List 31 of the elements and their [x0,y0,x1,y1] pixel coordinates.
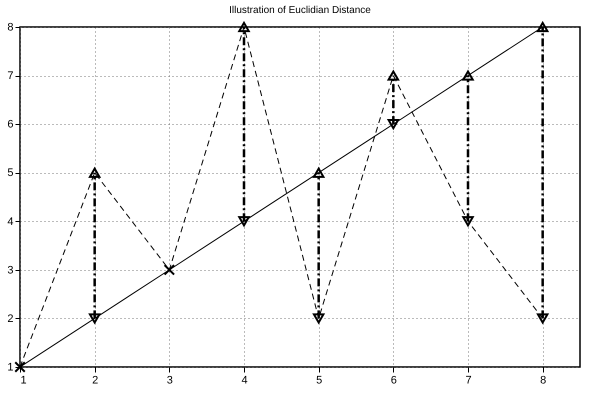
point [14,361,26,373]
x-tick-label: 6 [390,374,397,386]
point [238,22,250,32]
point [164,264,176,276]
y-tick-label: 1 [7,362,14,374]
y-tick-label: 8 [7,22,14,34]
y-tick-label: 6 [7,118,14,131]
x-tick-label: 1 [20,374,27,386]
x-tick-label: 5 [316,374,322,386]
point [88,313,100,324]
y-tick-label: 7 [7,70,14,82]
point [462,70,474,81]
x-tick-label: 4 [241,374,248,386]
point [536,22,548,32]
y-tick-label: 2 [7,312,14,325]
point [388,119,400,130]
point [388,70,400,81]
x-tick-label: 7 [465,374,472,386]
point [312,168,324,178]
point [88,168,100,178]
y-tick-label: 4 [7,216,14,228]
x-tick-label: 3 [166,374,173,386]
point [238,216,250,226]
point [462,216,474,226]
x-tick-label: 8 [540,374,546,386]
y-tick-label: 3 [7,264,14,276]
chart-title: Illustration of Euclidian Distance [229,4,372,16]
y-tick-label: 5 [7,167,14,180]
point [536,313,548,324]
x-tick-label: 2 [92,374,98,386]
point [312,313,324,324]
